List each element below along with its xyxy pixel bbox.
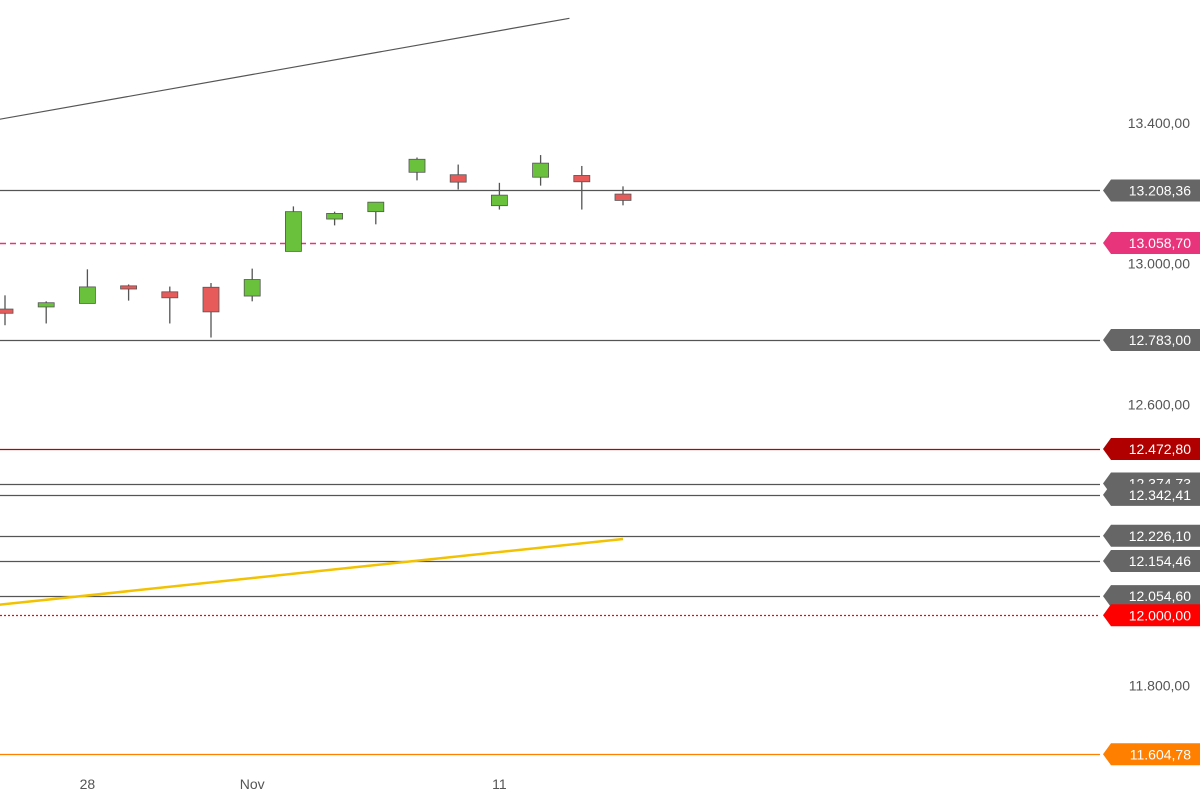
trendline-1 bbox=[0, 537, 624, 606]
candle-body-3 bbox=[120, 285, 137, 290]
candle-body-6 bbox=[243, 279, 261, 297]
price-tag-label-5: 12.342,41 bbox=[1129, 487, 1191, 503]
candle-body-2 bbox=[79, 286, 96, 304]
y-tick-label-0: 13.400,00 bbox=[1128, 115, 1190, 131]
price-tag-bg-3 bbox=[1103, 438, 1200, 461]
x-tick-label-2: 11 bbox=[492, 776, 507, 792]
price-tag-6: 12.226,10 bbox=[1103, 524, 1200, 547]
price-tag-label-10: 11.604,78 bbox=[1130, 746, 1191, 762]
price-tag-1: 13.058,70 bbox=[1103, 232, 1200, 255]
price-tag-bg-5 bbox=[1103, 483, 1200, 506]
y-axis: 13.400,00 13.000,00 12.600,00 11.800,00 bbox=[1128, 115, 1191, 694]
price-tag-7: 12.154,46 bbox=[1103, 549, 1200, 572]
candle-5 bbox=[202, 283, 220, 338]
candle-15 bbox=[614, 186, 632, 206]
candle-0 bbox=[0, 295, 14, 326]
price-tag-bg-6 bbox=[1103, 524, 1200, 547]
candle-2 bbox=[79, 269, 96, 304]
price-tag-label-0: 13.208,36 bbox=[1129, 182, 1191, 198]
price-tags: 13.208,36 13.058,70 12.783,00 12.472,80 12.3… bbox=[1103, 179, 1200, 766]
candle-body-8 bbox=[326, 213, 344, 220]
price-tag-label-7: 12.154,46 bbox=[1129, 553, 1191, 569]
candle-7 bbox=[284, 206, 302, 252]
price-tag-bg-10 bbox=[1103, 743, 1200, 766]
y-tick-label-1: 13.000,00 bbox=[1128, 256, 1190, 272]
candle-4 bbox=[161, 286, 179, 324]
candle-body-0 bbox=[0, 308, 14, 314]
candle-body-4 bbox=[161, 291, 179, 299]
candle-body-15 bbox=[614, 193, 632, 201]
price-tag-label-8: 12.054,60 bbox=[1129, 588, 1191, 604]
candle-body-1 bbox=[37, 302, 55, 308]
price-tag-bg-2 bbox=[1103, 328, 1200, 351]
y-tick-label-2: 12.600,00 bbox=[1128, 396, 1190, 412]
candle-1 bbox=[37, 301, 55, 324]
candle-body-11 bbox=[449, 174, 467, 183]
price-tag-bg-7 bbox=[1103, 549, 1200, 572]
candle-body-14 bbox=[573, 175, 591, 183]
price-tag-8: 12.054,60 bbox=[1103, 585, 1200, 608]
candle-body-7 bbox=[284, 211, 302, 252]
candle-body-13 bbox=[532, 162, 549, 178]
price-tag-label-6: 12.226,10 bbox=[1129, 528, 1191, 544]
price-tag-bg-1 bbox=[1103, 232, 1200, 255]
price-tag-bg-8 bbox=[1103, 585, 1200, 608]
candle-body-9 bbox=[367, 201, 385, 213]
price-tag-bg-9 bbox=[1103, 604, 1200, 627]
candle-12 bbox=[490, 182, 508, 210]
candle-3 bbox=[120, 284, 137, 301]
price-tag-label-3: 12.472,80 bbox=[1129, 441, 1191, 457]
price-tag-label-2: 12.783,00 bbox=[1129, 332, 1191, 348]
candle-body-10 bbox=[408, 158, 426, 173]
candle-14 bbox=[573, 165, 591, 210]
x-tick-label-1: Nov bbox=[240, 776, 265, 792]
candle-13 bbox=[532, 155, 549, 186]
y-tick-label-3: 11.800,00 bbox=[1129, 678, 1190, 694]
price-tag-bg-0 bbox=[1103, 179, 1200, 202]
candle-body-12 bbox=[490, 194, 508, 207]
trendline-0 bbox=[0, 17, 570, 120]
candle-body-5 bbox=[202, 286, 220, 313]
price-tag-10: 11.604,78 bbox=[1103, 743, 1200, 766]
candle-9 bbox=[367, 201, 385, 225]
price-tag-3: 12.472,80 bbox=[1103, 438, 1200, 461]
candle-6 bbox=[243, 268, 261, 302]
candle-10 bbox=[408, 157, 426, 181]
candles bbox=[0, 155, 632, 338]
horizontal-levels bbox=[0, 189, 1100, 756]
x-tick-label-0: 28 bbox=[80, 776, 96, 792]
candle-8 bbox=[326, 211, 344, 226]
price-tag-2: 12.783,00 bbox=[1103, 328, 1200, 351]
price-tag-0: 13.208,36 bbox=[1103, 179, 1200, 202]
price-tag-9: 12.000,00 bbox=[1103, 604, 1200, 627]
price-tag-label-9: 12.000,00 bbox=[1129, 607, 1191, 623]
candle-11 bbox=[449, 164, 467, 190]
trendlines bbox=[0, 17, 624, 606]
x-axis: 28 Nov 11 bbox=[80, 776, 507, 792]
price-tag-label-1: 13.058,70 bbox=[1129, 235, 1191, 251]
price-tag-5: 12.342,41 bbox=[1103, 483, 1200, 506]
